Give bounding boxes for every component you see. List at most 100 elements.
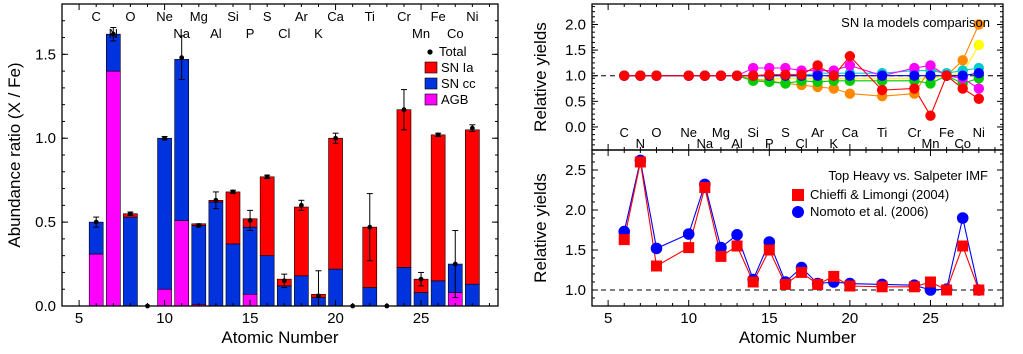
series-point	[957, 70, 968, 81]
series-point	[973, 67, 985, 79]
series-point	[828, 70, 839, 81]
series-point	[618, 234, 630, 246]
legend-swatch	[424, 93, 438, 106]
element-label: Ca	[327, 9, 344, 24]
element-label: Ne	[680, 125, 697, 140]
y-tick-label: 0.0	[35, 298, 56, 315]
y-tick-label: 0.0	[565, 119, 586, 136]
series-point	[973, 39, 985, 51]
series-point	[699, 182, 711, 194]
element-label: Ti	[877, 125, 887, 140]
sn-cc-bar-segment	[157, 137, 172, 290]
sn-ia-bar-segment	[328, 137, 343, 270]
series-point	[731, 229, 743, 241]
series-point	[973, 93, 985, 104]
series-point	[780, 78, 791, 89]
element-label: N	[109, 26, 118, 41]
legend-label: SN cc	[441, 76, 476, 91]
element-label: Si	[227, 9, 239, 24]
series-point	[925, 60, 936, 71]
series-point	[925, 110, 936, 121]
total-point	[298, 202, 304, 208]
sn-ia-bar-segment	[294, 206, 309, 277]
total-point	[196, 223, 202, 228]
legend-label: SN Ia	[441, 60, 474, 75]
series-point	[925, 70, 936, 81]
series-point	[844, 60, 856, 71]
y-tick-label: 1.0	[565, 282, 586, 299]
y-tick-label: 2.0	[565, 16, 586, 33]
total-point	[264, 174, 270, 180]
element-label: Na	[697, 136, 714, 151]
x-tick-label: 5	[75, 310, 83, 327]
element-label: Al	[210, 26, 222, 41]
agb-bar-segment	[88, 253, 104, 307]
annotation-text: SN Ia models comparison	[841, 15, 990, 30]
total-point	[213, 197, 219, 203]
total-point	[469, 125, 475, 131]
agb-bar-segment	[105, 70, 121, 307]
series-point	[957, 240, 969, 252]
element-label: Ni	[466, 9, 478, 24]
x-tick-label: 5	[604, 310, 612, 327]
sn-cc-bar-segment	[276, 285, 292, 307]
element-label: C	[92, 9, 101, 24]
total-point	[401, 107, 407, 113]
element-label: P	[246, 26, 255, 41]
series-point	[731, 70, 743, 81]
x-tick-label: 15	[242, 310, 259, 327]
x-axis-label: Atomic Number	[221, 328, 338, 347]
total-point	[110, 31, 116, 37]
element-label: S	[781, 125, 790, 140]
total-point	[333, 135, 338, 141]
agb-bar-segment	[174, 220, 189, 307]
element-label: K	[829, 136, 838, 151]
series-point	[747, 62, 759, 74]
series-point	[908, 281, 920, 293]
series-point	[650, 242, 663, 255]
legend-total-marker	[427, 49, 433, 55]
element-label: Ne	[156, 9, 173, 24]
series-point	[763, 244, 775, 256]
total-point	[418, 276, 424, 282]
series-point	[876, 70, 888, 81]
total-point	[230, 189, 236, 195]
y-tick-label: 1.0	[565, 68, 586, 85]
series-point	[909, 70, 920, 81]
element-label: S	[263, 9, 272, 24]
x-tick-label: 15	[761, 310, 778, 327]
y-axis-label: Abundance ratio (X / Fe)	[5, 62, 24, 247]
x-axis-label: Atomic Number	[739, 328, 856, 347]
series-point	[956, 212, 969, 224]
x-tick-label: 10	[156, 310, 173, 327]
y-axis-label: Relative yields	[531, 22, 550, 132]
series-point	[909, 83, 920, 94]
y-tick-label: 2.0	[565, 202, 586, 219]
series-point	[651, 70, 662, 81]
total-point	[93, 219, 99, 225]
legend-label: Chieffi & Limongi (2004)	[810, 187, 949, 202]
series-point	[941, 284, 953, 296]
series-point	[828, 270, 840, 282]
legend-label: Total	[439, 44, 467, 59]
element-label: Cr	[907, 125, 921, 140]
series-point	[957, 55, 968, 66]
legend-marker	[792, 206, 804, 218]
series-point	[941, 70, 952, 81]
element-label: Cl	[795, 136, 807, 151]
annotation-text: Top Heavy vs. Salpeter IMF	[828, 168, 988, 183]
element-label: P	[765, 136, 774, 151]
sn-cc-bar-segment	[174, 59, 189, 221]
series-point	[779, 278, 791, 290]
series-point	[715, 250, 727, 262]
element-label: Co	[447, 26, 464, 41]
element-label: Si	[747, 125, 759, 140]
y-tick-label: 1.5	[35, 46, 56, 63]
series-point	[634, 156, 646, 168]
series-point	[682, 228, 695, 240]
series-point	[924, 276, 936, 288]
element-label: Co	[954, 136, 971, 151]
sn-cc-bar-segment	[465, 283, 480, 307]
series-point	[683, 70, 694, 81]
x-tick-label: 20	[842, 310, 859, 327]
